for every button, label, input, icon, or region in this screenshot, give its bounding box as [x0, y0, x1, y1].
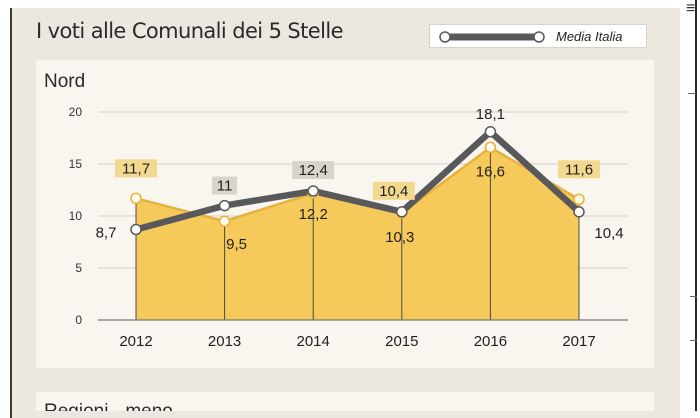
- y-tick-label: 0: [75, 313, 82, 327]
- data-label-media: 18,1: [476, 106, 505, 123]
- next-panel-title: Regioni - meno: [44, 401, 173, 411]
- x-tick-label: 2014: [297, 333, 330, 350]
- legend: Media Italia: [429, 24, 647, 48]
- area-series-nord: [136, 147, 579, 320]
- x-tick-label: 2012: [119, 333, 152, 350]
- data-label-nord: 9,5: [226, 236, 247, 253]
- chart-title: I voti alle Comunali dei 5 Stelle: [36, 19, 343, 43]
- line-point: [396, 206, 408, 218]
- line-series-media: [132, 128, 583, 233]
- adjacent-tick: [690, 340, 697, 341]
- line-point: [307, 185, 319, 197]
- area-point: [573, 193, 585, 206]
- adjacent-tick: [690, 296, 697, 297]
- x-tick-label: 2013: [208, 333, 241, 350]
- area-point: [218, 215, 231, 227]
- line-point: [484, 126, 497, 138]
- column-rule: [695, 0, 697, 411]
- line-chart: 0 5 10 15 20 11,7 9,5 12,2 10,3 16,6 11,6 8,7 11 12,4…: [69, 105, 628, 350]
- data-label-nord: 11,7: [122, 160, 150, 177]
- data-label-nord: 16,6: [476, 163, 505, 180]
- y-tick-label: 5: [75, 261, 82, 275]
- panel-title: Nord: [44, 71, 86, 92]
- area-point: [484, 141, 497, 154]
- line-point: [573, 206, 585, 218]
- legend-line-icon: [439, 31, 545, 43]
- data-label-bg: [292, 161, 335, 180]
- data-label-bg: [372, 181, 415, 200]
- y-tick-label: 15: [69, 157, 83, 171]
- x-tick-label: 2016: [474, 333, 507, 350]
- x-tick-label: 2017: [562, 333, 595, 350]
- adjacent-tick: [688, 93, 696, 94]
- area-point: [130, 192, 142, 205]
- chart-panel-nord: Nord 0 5 10 15 20 11,7 9,5 12,2 10,3 16,6 11,6 8,7 1…: [36, 60, 654, 368]
- x-tick-label: 2015: [385, 333, 418, 350]
- data-label-nord: 11,6: [565, 161, 593, 178]
- data-label-media: 8,7: [96, 225, 117, 242]
- data-label-bg: [558, 160, 600, 179]
- data-label-media: 12,4: [299, 162, 328, 179]
- chart-panel-next: Regioni - meno: [36, 392, 654, 411]
- data-label-media: 11: [217, 178, 233, 195]
- line-point: [218, 199, 231, 212]
- data-label-media: 10,4: [379, 183, 408, 200]
- adjacent-column: [680, 8, 700, 411]
- data-label-bg: [212, 176, 238, 195]
- legend-label: Media Italia: [556, 29, 623, 44]
- data-label-media: 10,4: [594, 225, 623, 242]
- data-label-nord: 10,3: [385, 229, 414, 246]
- y-tick-label: 10: [69, 209, 83, 223]
- y-tick-label: 20: [69, 105, 83, 119]
- line-point: [130, 223, 142, 236]
- data-label-nord: 12,2: [299, 206, 328, 223]
- adjacent-glyph: ≡: [686, 0, 696, 17]
- data-label-bg: [115, 159, 157, 178]
